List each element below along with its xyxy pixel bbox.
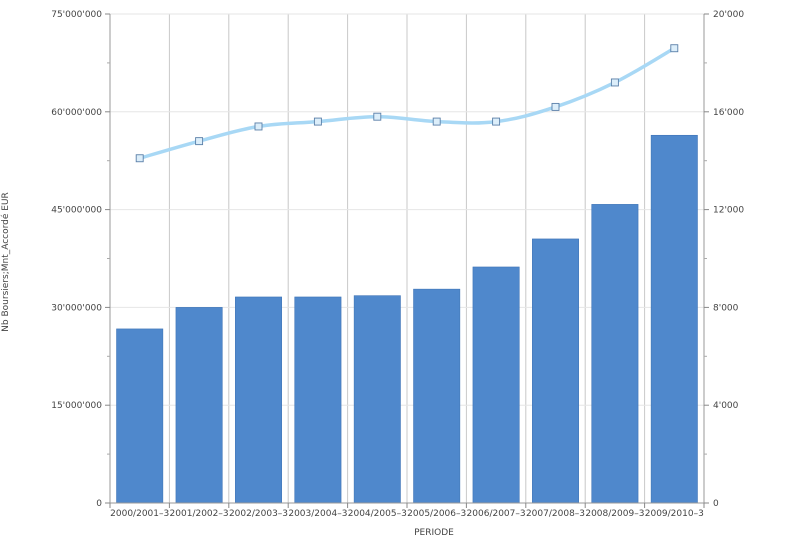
right-tick-label: 20'000: [713, 10, 744, 20]
x-tick-label: 2005/2006–3: [407, 509, 466, 519]
line-point: [432, 117, 441, 126]
bar: [591, 204, 639, 504]
right-tick-label: 4'000: [713, 401, 739, 411]
right-tick-label: 16'000: [713, 108, 744, 118]
right-tick-label: 12'000: [713, 206, 744, 216]
line-point: [551, 102, 560, 111]
bar: [532, 238, 579, 504]
axes: 0 15'000'000 30'000'000 45'000'000 60'000'00…: [51, 10, 744, 519]
line-point: [610, 78, 619, 87]
x-tick-label: 2001/2002–3: [170, 509, 229, 519]
x-tick-label: 2006/2007–3: [467, 509, 526, 519]
left-tick-label: 60'000'000: [51, 108, 102, 118]
bar: [650, 134, 698, 504]
bar: [353, 295, 401, 504]
bar: [413, 288, 461, 504]
y-axis-title: Nb Boursiers;Mnt_Accordé EUR: [0, 192, 11, 332]
left-tick-label: 75'000'000: [51, 10, 102, 20]
x-tick-label: 2009/2010–3: [645, 509, 704, 519]
bar: [116, 328, 164, 504]
x-tick-label: 2002/2003–3: [229, 509, 288, 519]
left-tick-label: 45'000'000: [51, 206, 102, 216]
x-tick-label: 2000/2001–3: [110, 509, 169, 519]
line-path: [137, 46, 677, 161]
left-tick-label: 30'000'000: [51, 303, 102, 313]
line-point: [373, 112, 382, 121]
x-axis-title: PERIODE: [414, 528, 454, 538]
bar: [294, 296, 342, 504]
line-series: [135, 44, 679, 163]
bar: [235, 296, 282, 504]
right-tick-label: 8'000: [713, 303, 739, 313]
left-tick-label: 0: [96, 499, 102, 509]
x-tick-label: 2008/2009–3: [585, 509, 644, 519]
bar-series: [116, 134, 698, 504]
left-tick-label: 15'000'000: [51, 401, 102, 411]
line-point: [195, 137, 204, 146]
line-point: [492, 117, 501, 126]
right-tick-label: 0: [713, 499, 719, 509]
x-tick-label: 2004/2005–3: [348, 509, 407, 519]
bar: [472, 266, 520, 504]
line-point: [135, 154, 144, 163]
line-point: [313, 117, 322, 126]
x-tick-label: 2003/2004–3: [288, 509, 347, 519]
bar: [175, 307, 223, 504]
line-point: [670, 44, 679, 53]
line-point: [254, 122, 263, 131]
x-tick-label: 2007/2008–3: [526, 509, 585, 519]
